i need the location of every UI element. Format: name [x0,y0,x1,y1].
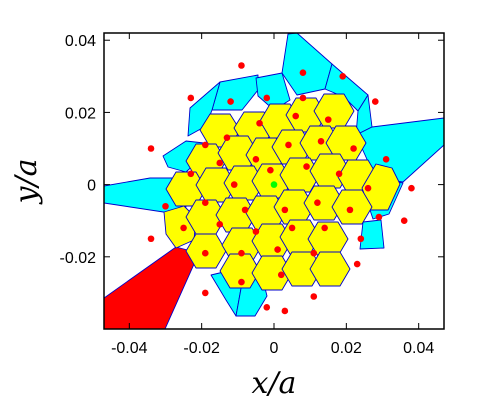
data-point [147,235,155,243]
data-point [321,224,328,232]
x-axis-label: x/a [252,366,297,401]
data-point [382,156,390,163]
open-cell [104,246,200,329]
data-point [335,170,343,178]
y-tick-label: 0.04 [65,33,96,50]
data-point [285,141,292,149]
data-point [353,260,361,268]
outer-cell [359,219,385,250]
x-tick-label: -0.02 [183,340,220,357]
data-point [201,289,209,297]
data-point [303,163,310,170]
data-point [310,249,318,257]
y-tick-label: 0.02 [65,105,96,122]
data-point [162,202,169,210]
data-point [371,98,379,105]
data-point [263,94,271,102]
voronoi-cells [104,33,444,329]
y-tick-label: 0 [87,178,96,195]
data-point [230,181,238,188]
y-tick-label: -0.02 [60,250,97,267]
data-point [238,62,245,69]
inner-cell [331,189,373,225]
data-point [288,224,296,232]
data-point [187,94,195,102]
data-point [252,156,260,163]
data-point [216,221,224,228]
inner-cell [219,253,261,289]
inner-cell [361,163,401,211]
x-tick-label: 0 [270,340,279,357]
data-point [292,112,300,120]
data-point [357,235,365,243]
inner-cell [251,255,293,291]
data-point [281,307,289,315]
data-point [201,141,209,149]
data-point [408,184,415,192]
data-point [324,116,332,123]
data-point [147,145,155,152]
data-point [252,228,260,235]
data-point [256,119,263,127]
x-tick-label: -0.04 [111,340,148,357]
data-point [317,137,325,145]
data-point [227,98,234,105]
data-point [364,184,372,192]
data-point [274,246,281,253]
data-point [267,166,274,174]
data-point [216,159,224,167]
inner-cell [303,185,345,221]
data-point [238,278,245,286]
x-tick-label: 0.04 [403,340,434,357]
data-point [263,304,271,311]
data-point [299,69,307,77]
data-point [201,199,209,206]
data-point [346,206,354,214]
data-point [223,134,231,141]
x-tick-label: 0.02 [331,340,362,357]
data-point [241,206,249,214]
data-point [314,199,321,206]
data-point [281,206,289,214]
y-axis-label: y/a [9,159,44,206]
data-point [187,170,195,178]
data-point [238,249,245,257]
data-point [350,145,357,152]
inner-cell [309,251,351,287]
outer-cell [281,33,333,96]
ticks-layer: -0.04 -0.02 0 0.02 0.04 -0.02 0 0.02 0.04 [60,33,444,357]
data-point [339,73,347,80]
data-point [310,293,318,300]
data-point [299,94,307,102]
data-point [180,224,187,232]
points-layer [147,62,415,315]
data-point [201,249,209,257]
outer-cell [211,74,259,111]
data-point [375,213,383,221]
data-point [400,217,408,225]
data-point [277,271,285,279]
center-point [270,181,278,188]
